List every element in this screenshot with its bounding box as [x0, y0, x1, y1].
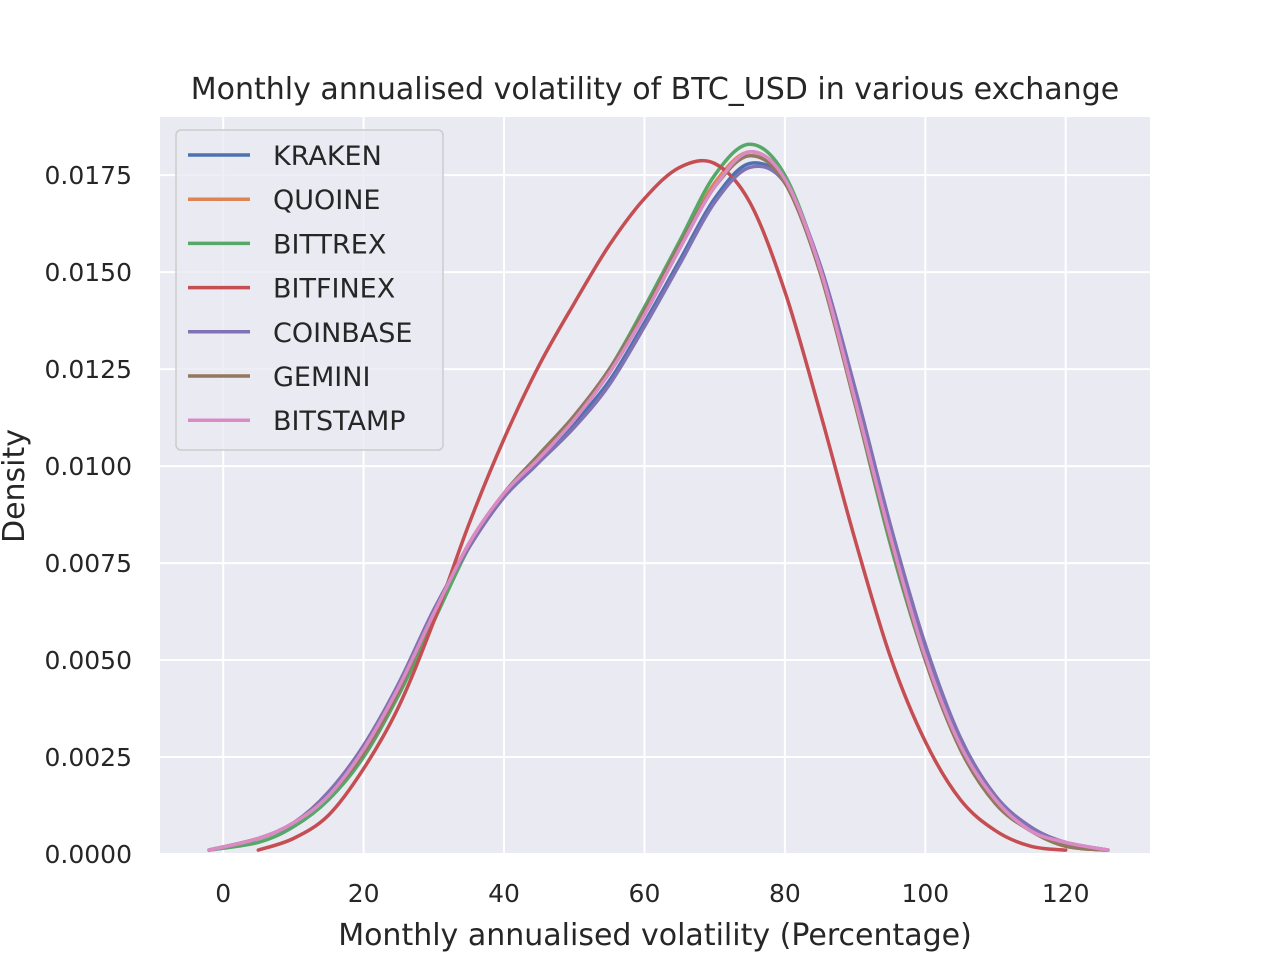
x-tick-label: 80	[769, 879, 801, 908]
legend-label: BITTREX	[273, 229, 386, 260]
y-tick-label: 0.0125	[45, 355, 132, 384]
y-tick-label: 0.0075	[45, 549, 132, 578]
x-tick-label: 60	[629, 879, 661, 908]
y-tick-label: 0.0050	[45, 646, 132, 675]
legend: KRAKEN QUOINE BITTREX BITFINEX COINBASE GEMIN…	[175, 129, 444, 451]
y-tick-label: 0.0100	[45, 452, 132, 481]
legend-label: GEMINI	[273, 362, 370, 393]
x-tick-label: 120	[1042, 879, 1090, 908]
series-lines	[207, 142, 1110, 852]
series-line-bitfinex	[256, 158, 1068, 852]
y-tick-label: 0.0025	[45, 743, 132, 772]
legend-label: COINBASE	[273, 318, 412, 349]
y-axis-label: Density	[0, 429, 32, 543]
y-tick-labels: 0.0000 0.0025 0.0050 0.0075 0.0100 0.0125 0.01…	[45, 161, 132, 869]
series-line-coinbase	[207, 164, 1110, 852]
y-tick-label: 0.0175	[45, 161, 132, 190]
grid	[160, 117, 1150, 855]
x-tick-label: 20	[348, 879, 380, 908]
x-tick-labels: 0 20 40 60 80 100 120	[215, 879, 1089, 908]
legend-box	[175, 129, 444, 451]
legend-label: QUOINE	[273, 185, 381, 216]
x-tick-label: 40	[488, 879, 520, 908]
legend-label: KRAKEN	[273, 141, 382, 172]
y-tick-label: 0.0150	[45, 258, 132, 287]
legend-label: BITFINEX	[273, 274, 395, 305]
legend-label: BITSTAMP	[273, 406, 406, 437]
x-tick-label: 0	[215, 879, 231, 908]
chart-title: Monthly annualised volatility of BTC_USD…	[191, 72, 1119, 107]
x-tick-label: 100	[901, 879, 949, 908]
series-line-bitstamp	[207, 150, 1110, 852]
y-tick-label: 0.0000	[45, 840, 132, 869]
x-axis-label: Monthly annualised volatility (Percentag…	[338, 918, 972, 953]
